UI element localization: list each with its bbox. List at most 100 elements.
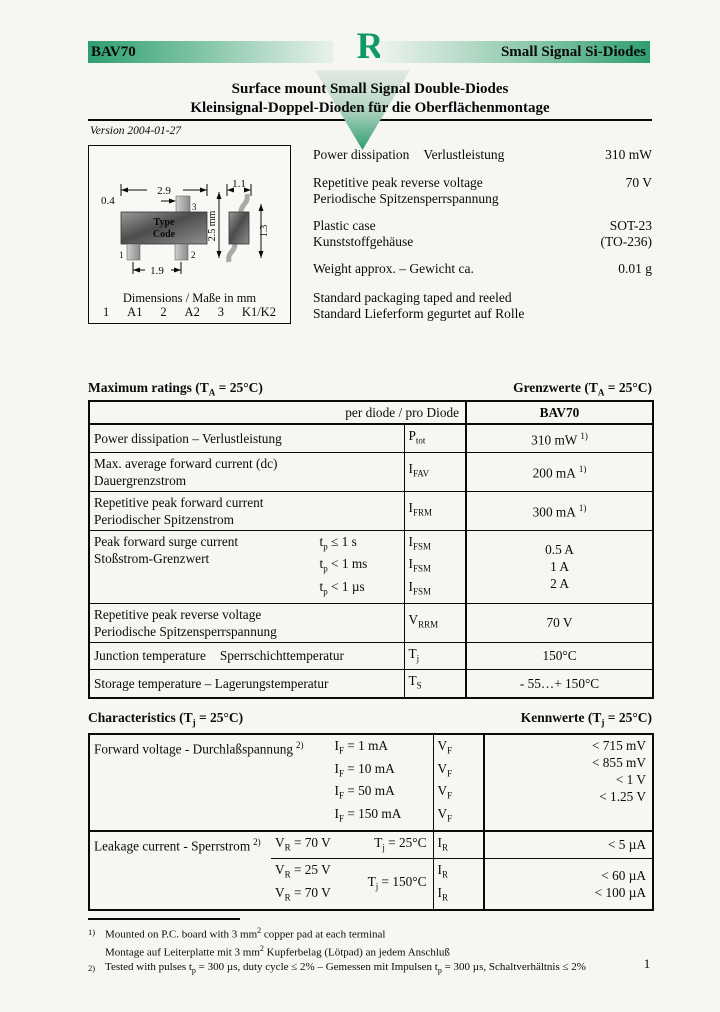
page-number: 1 (643, 956, 651, 971)
pin-legend: 1 A1 2 A2 3 K1/K2 (89, 305, 290, 320)
spec-label: Weight approx. – Gewicht ca. (313, 261, 474, 276)
legend-pin3: 3 (217, 305, 224, 319)
device-column-header: BAV70 (465, 400, 654, 425)
heading-max-ratings-de: Grenzwerte (TA = 25°C) (513, 380, 652, 398)
section-heading-max-ratings: Maximum ratings (TA = 25°C) Grenzwerte (… (88, 380, 652, 398)
legend-a1: A1 (127, 305, 143, 319)
row-reverse-voltage: Repetitive peak reverse voltage Periodis… (88, 602, 654, 643)
row-symbol: Tj (403, 641, 467, 671)
row-symbol: VRRM (403, 602, 467, 643)
spec-label-de: Kunststoffgehäuse (313, 233, 414, 249)
section-heading-characteristics: Characteristics (Tj = 25°C) Kennwerte (T… (88, 710, 652, 728)
row-forward-current: Max. average forward current (dc) Dauerg… (88, 451, 654, 492)
row-symbol: TS (403, 669, 467, 699)
spec-value: 70 V (625, 175, 652, 190)
spec-reverse-voltage: Repetitive peak reverse voltage Periodis… (313, 175, 652, 206)
row-desc: Power dissipation – Verlustleistung (88, 423, 405, 453)
row-value: 70 V (465, 602, 654, 643)
dim-pitch-label: 1.9 (150, 265, 164, 277)
spec-label-de: Verlustleistung (423, 147, 505, 162)
row-desc: Max. average forward current (dc) Dauerg… (88, 451, 405, 492)
spec-packaging: Standard packaging taped and reeled Stan… (313, 290, 652, 321)
row-symbol: Ptot (403, 423, 467, 453)
spec-weight: Weight approx. – Gewicht ca. 0.01 g (313, 261, 652, 277)
forward-conditions: IF = 1 mA IF = 10 mA IF = 50 mA IF = 150… (334, 738, 402, 824)
row-symbol: IR IR (432, 858, 485, 911)
row-value: 200 mA 1) (465, 451, 654, 492)
pin3-label: 3 (192, 202, 197, 212)
row-junction-temperature: Junction temperature Sperrschichttemperat… (88, 641, 654, 671)
row-storage-temperature: Storage temperature – Lagerungstemperatu… (88, 669, 654, 699)
spec-label-de: Periodische Spitzensperrspannung (313, 190, 499, 206)
row-power-dissipation: Power dissipation – Verlustleistung Ptot… (88, 423, 654, 453)
footnotes: 1) Mounted on P.C. board with 3 mm2 copp… (88, 924, 652, 979)
dim-side-width-label: 1.1 (232, 178, 246, 190)
header-bar-left: BAV70 (88, 41, 333, 63)
spec-plastic-case: Plastic case Kunststoffgehäuse SOT-23 (T… (313, 218, 652, 249)
row-value: 150°C (465, 641, 654, 671)
legend-k1k2: K1/K2 (241, 305, 276, 319)
legend-pin1: 1 (103, 305, 110, 319)
row-value: 0.5 A 1 A 2 A (465, 529, 654, 604)
legend-pin2: 2 (160, 305, 167, 319)
pin2-label: 2 (191, 250, 196, 260)
spec-label-de: Standard Lieferform gegurtet auf Rolle (313, 305, 525, 321)
row-value: 300 mA 1) (465, 490, 654, 531)
marking-line2: Code (153, 229, 176, 240)
characteristics-table: Forward voltage - Durchlaßspannung 2) IF … (88, 733, 654, 911)
spec-case-value2: (TO-236) (600, 233, 653, 249)
row-desc: Forward voltage - Durchlaßspannung 2) IF … (88, 733, 434, 832)
footnote-1-marker: 1) (88, 927, 96, 937)
spec-label-en: Plastic case (313, 218, 376, 233)
package-drawing-svg: 2.9 0.4 3 Type Code 1 2 1.9 (101, 178, 270, 277)
footnote-2: 2) Tested with pulses tp = 300 µs, duty … (88, 960, 652, 979)
row-symbol: VF VF VF VF (432, 733, 485, 832)
brand-logo: R (356, 26, 384, 67)
pin1-label: 1 (119, 250, 124, 260)
spec-value: SOT-23 (TO-236) (601, 218, 653, 249)
dim-lead-width-label: 0.4 (101, 195, 115, 207)
header-bar-right: Small Signal Si-Diodes (380, 41, 650, 63)
footnote-1: 1) Mounted on P.C. board with 3 mm2 copp… (88, 926, 386, 941)
row-desc: Leakage current - Sperrstrom 2) (88, 830, 271, 911)
legend-a2: A2 (184, 305, 200, 319)
marking-line1: Type (154, 217, 175, 228)
row-value: - 55…+ 150°C (465, 669, 654, 699)
row-symbol: IFRM (403, 490, 467, 531)
row-value: < 715 mV < 855 mV < 1 V < 1.25 V (483, 733, 654, 832)
drawing-caption: Dimensions / Maße in mm (122, 291, 257, 305)
dim-body-width-label: 2.9 (157, 185, 171, 197)
doc-title-en: Surface mount Small Signal Double-Diodes (231, 81, 509, 97)
row-value: 310 mW 1) (465, 423, 654, 453)
spec-label-en: Repetitive peak reverse voltage (313, 175, 483, 190)
dim-side-height-label: 1.3 (259, 225, 270, 238)
row-repetitive-forward-current: Repetitive peak forward current Periodis… (88, 490, 654, 531)
doc-title: Surface mount Small Signal Double-Diodes… (88, 80, 652, 118)
row-leakage-current-1: Leakage current - Sperrstrom 2) VR = 70 V… (88, 830, 654, 911)
spec-label-en: Standard packaging taped and reeled (313, 290, 512, 305)
row-surge-current: Peak forward surge current Stoßstrom-Gre… (88, 529, 654, 604)
row-desc: Peak forward surge current Stoßstrom-Gre… (88, 529, 405, 604)
leakage-conditions-1: VR = 70 V Tj = 25°C (271, 830, 434, 860)
footnote-2-marker: 2) (88, 963, 96, 974)
max-ratings-table: per diode / pro Diode BAV70 Power dissip… (88, 400, 655, 699)
row-value: < 60 µA < 100 µA (483, 858, 654, 911)
leakage-conditions-2: VR = 25 V VR = 70 V Tj = 150°C (271, 858, 434, 911)
table-header-row: per diode / pro Diode BAV70 (88, 400, 654, 425)
spec-value: 310 mW (605, 147, 652, 162)
heading-characteristics-en: Characteristics (Tj = 25°C) (88, 710, 244, 728)
heading-max-ratings-en: Maximum ratings (TA = 25°C) (88, 380, 263, 398)
product-name: BAV70 (91, 44, 136, 60)
footnote-1-de: Montage auf Leiterplatte mit 3 mm2 Kupfe… (105, 944, 450, 959)
spec-label-en: Power dissipation (313, 147, 410, 162)
row-desc: Junction temperature Sperrschichttemperat… (88, 641, 405, 671)
doc-title-de: Kleinsignal-Doppel-Dioden für die Oberfl… (190, 100, 550, 116)
per-diode-header: per diode / pro Diode (88, 400, 467, 425)
row-value: < 5 µA (483, 830, 654, 860)
row-desc: Storage temperature – Lagerungstemperatu… (88, 669, 405, 699)
row-symbol: IR (432, 830, 485, 860)
version-label: Version 2004-01-27 (90, 125, 182, 137)
surge-conditions: tp ≤ 1 s tp < 1 ms tp < 1 µs (319, 533, 368, 597)
spec-case-value1: SOT-23 (609, 218, 652, 233)
